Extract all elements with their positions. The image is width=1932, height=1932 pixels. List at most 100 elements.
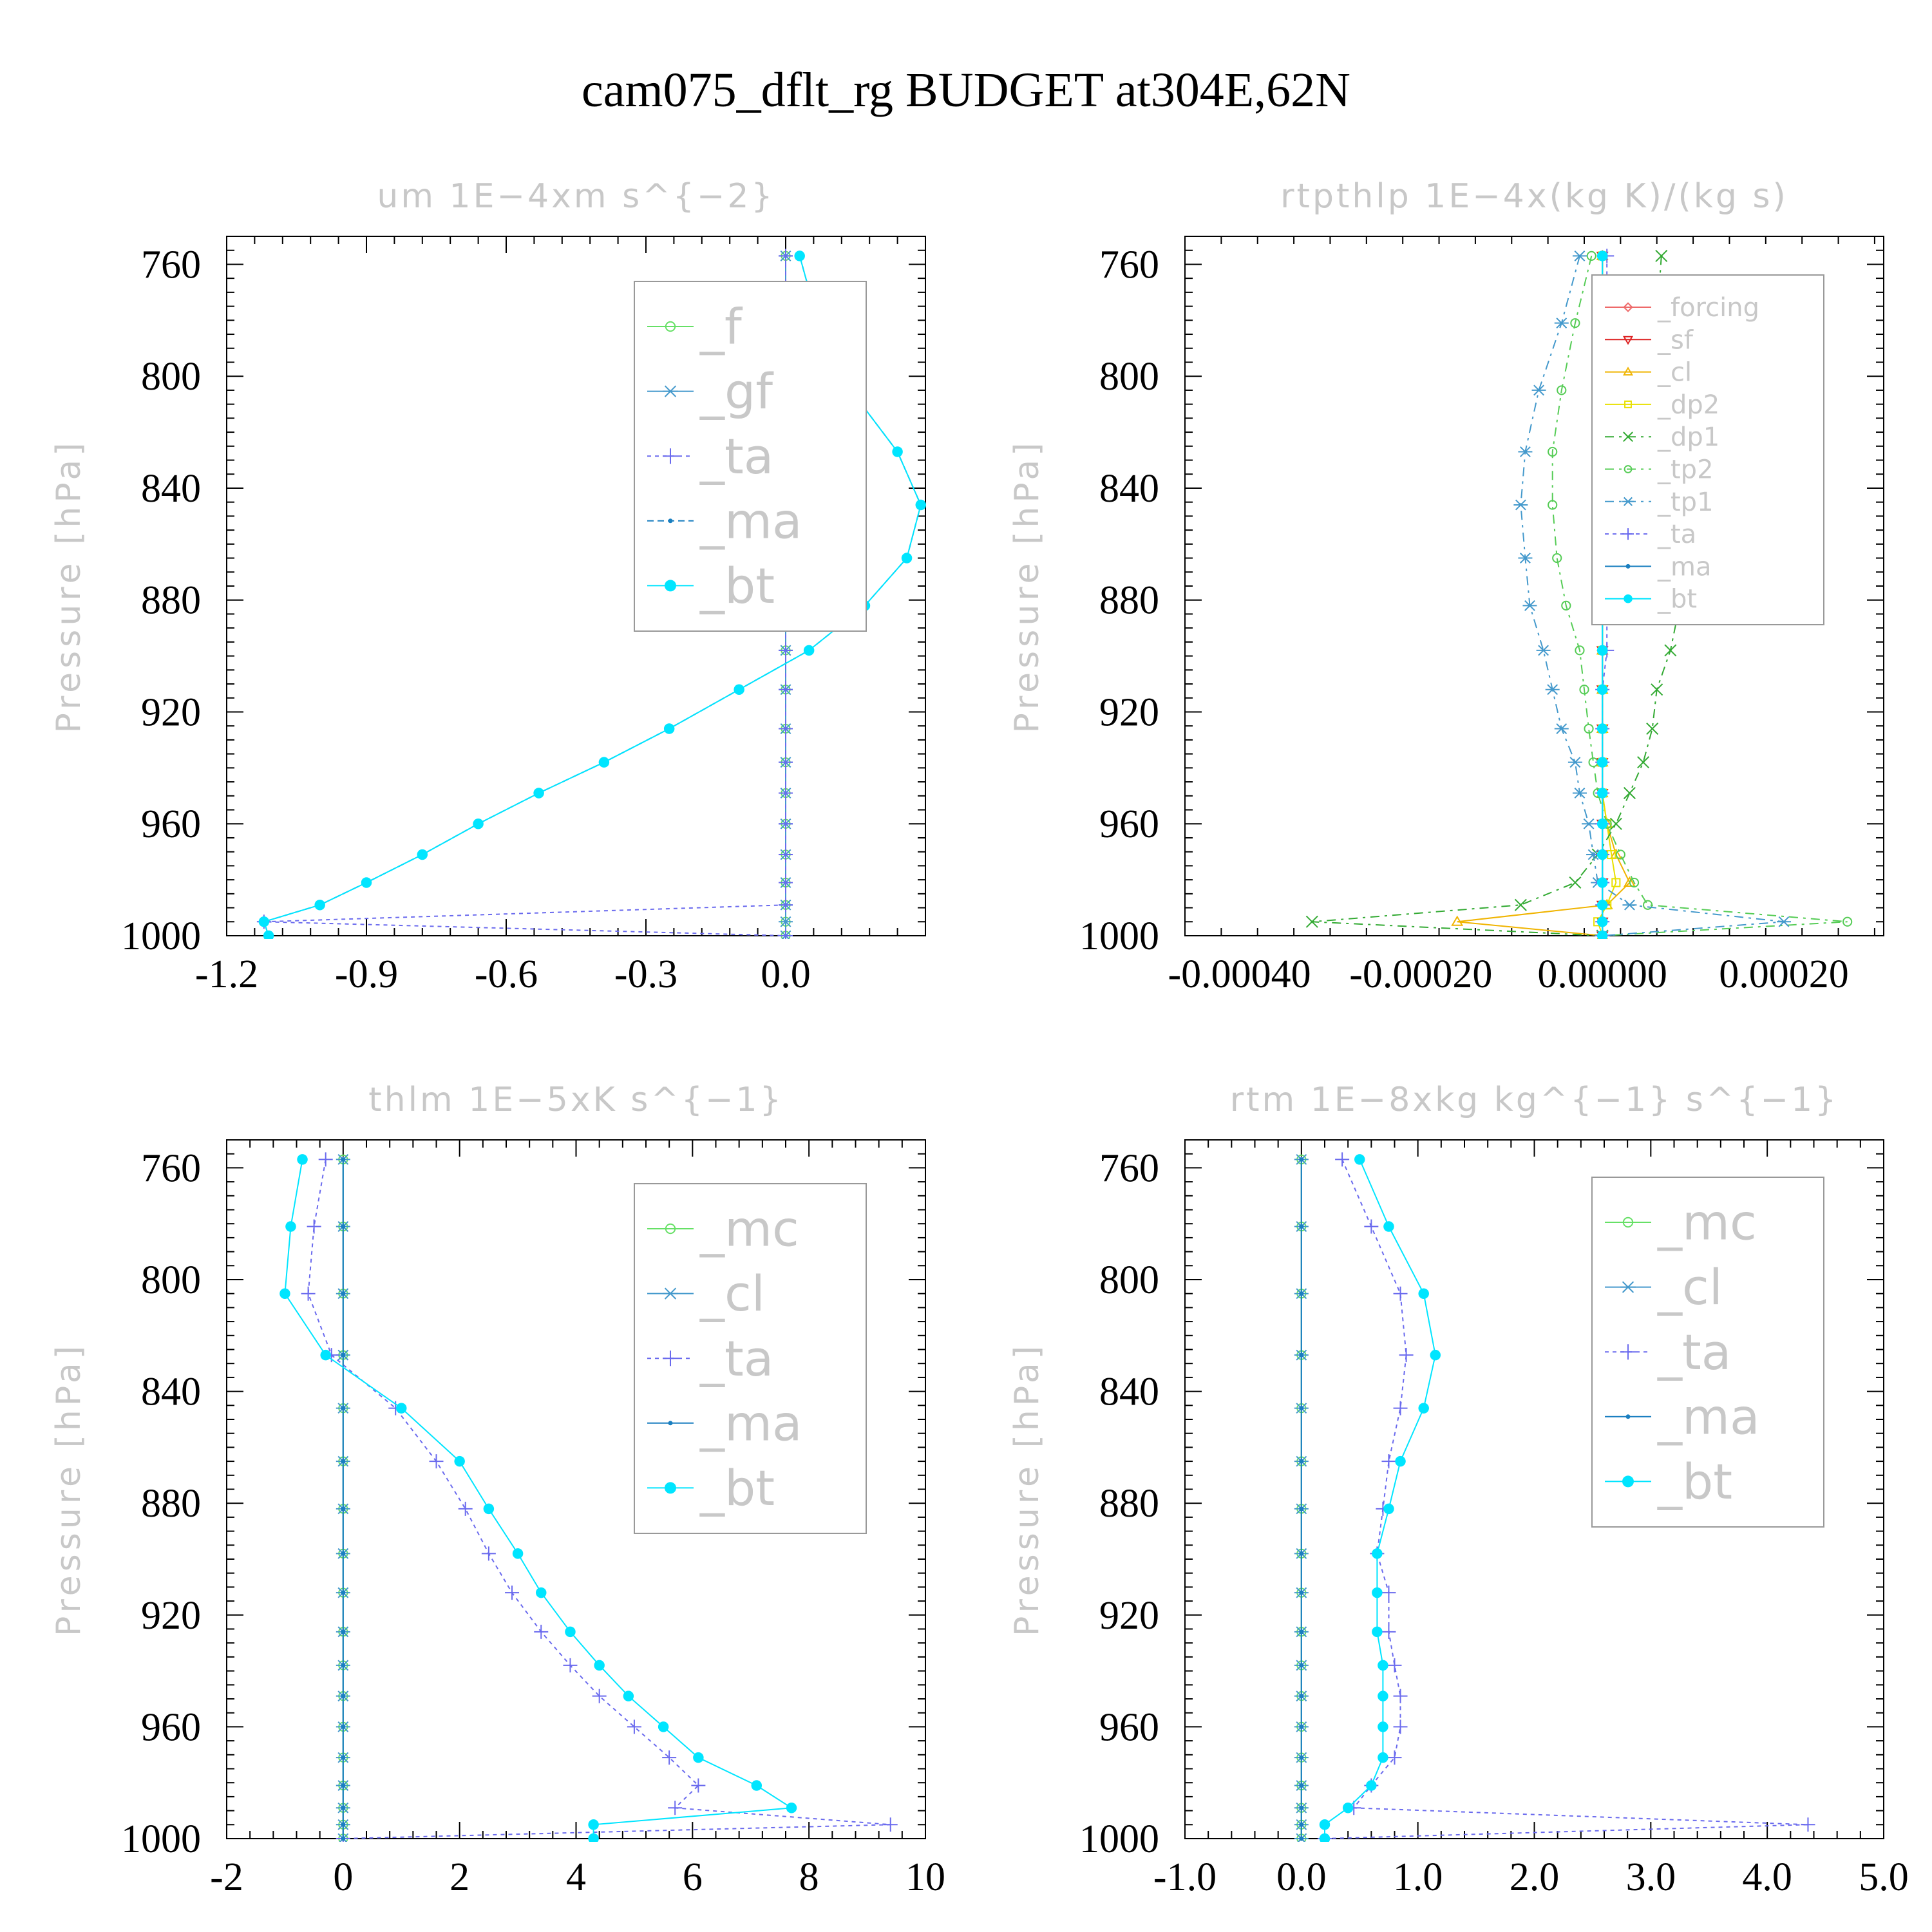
x-tick-label: 0 xyxy=(333,1855,353,1899)
asterisk-point xyxy=(1554,723,1569,734)
x-tick-label: 0.00000 xyxy=(1537,952,1667,996)
bt-point xyxy=(1418,1403,1429,1414)
asterisk-point xyxy=(1572,251,1587,261)
plus-point xyxy=(883,1817,898,1832)
series-line xyxy=(1551,256,1848,936)
cross-point xyxy=(1623,431,1633,442)
asterisk-point xyxy=(1622,899,1637,911)
bt-point xyxy=(734,684,744,695)
legend-label: _bt xyxy=(1657,1453,1732,1510)
circle-point xyxy=(1575,645,1585,656)
y-tick-label: 800 xyxy=(1099,1258,1159,1302)
bt-point xyxy=(1372,1548,1383,1559)
bt-point xyxy=(1418,1288,1429,1299)
plus-point xyxy=(1387,1750,1402,1765)
circle-point xyxy=(1552,553,1562,564)
dot-point xyxy=(1299,1755,1304,1760)
bt-point xyxy=(693,1752,704,1763)
legend-label: _cl xyxy=(1657,1258,1723,1316)
x-tick-label: 3.0 xyxy=(1626,1855,1676,1899)
x-tick-label: -0.00020 xyxy=(1349,952,1492,996)
plus-point xyxy=(1399,1348,1414,1363)
asterisk-point xyxy=(1536,645,1551,656)
legend-label: _ma xyxy=(699,492,802,549)
bt-point xyxy=(1383,1221,1394,1232)
asterisk-point xyxy=(1518,446,1533,457)
dot-point xyxy=(341,1506,346,1511)
cross-point xyxy=(1569,876,1582,889)
circle-point xyxy=(1643,900,1653,910)
plus-point xyxy=(779,817,793,831)
plus-point xyxy=(1393,1401,1408,1416)
bt-point xyxy=(1383,1503,1394,1515)
x-tick-label: 5.0 xyxy=(1859,1855,1909,1899)
x-tick-label: 4.0 xyxy=(1742,1855,1792,1899)
circle-point xyxy=(1842,916,1853,927)
legend-label: _cl xyxy=(699,1265,765,1322)
dot-point xyxy=(1299,1663,1304,1668)
y-tick-label: 1000 xyxy=(121,914,201,958)
dot-point xyxy=(341,1224,346,1229)
dot-point xyxy=(1299,1836,1304,1841)
legend-label: _forcing xyxy=(1657,293,1759,323)
x-tick-label: 2 xyxy=(450,1855,469,1899)
bt-point xyxy=(803,645,815,656)
dot-point xyxy=(341,1406,346,1411)
bt-point xyxy=(1342,1803,1354,1814)
legend-label: _bt xyxy=(699,557,775,614)
circle-point xyxy=(1561,600,1571,611)
asterisk-point xyxy=(1620,1281,1636,1293)
y-tick-label: 920 xyxy=(1099,1594,1159,1638)
cross-point xyxy=(1623,786,1636,799)
plus-point xyxy=(1381,1586,1396,1600)
plus-point xyxy=(779,786,793,800)
circle-point xyxy=(1570,318,1580,328)
bt-point xyxy=(361,877,372,888)
panel-title: rtm 1E−8xkg kg^{−1} s^{−1} xyxy=(1230,1081,1839,1119)
y-tick-label: 840 xyxy=(141,1370,201,1414)
x-tick-label: 8 xyxy=(799,1855,819,1899)
dot-point xyxy=(341,1724,346,1729)
bt-point xyxy=(588,1819,599,1830)
x-tick-label: 0.0 xyxy=(761,952,811,996)
bt-point xyxy=(786,1803,797,1814)
y-tick-label: 960 xyxy=(141,802,201,846)
bt-point xyxy=(1596,818,1608,829)
dot-point xyxy=(1299,1224,1304,1229)
y-tick-label: 840 xyxy=(141,467,201,511)
circle-point xyxy=(1586,251,1596,261)
bt-point xyxy=(512,1548,524,1559)
dot-point xyxy=(341,1352,346,1358)
bt-point xyxy=(297,1154,308,1165)
y-tick-label: 920 xyxy=(1099,690,1159,734)
legend-label: _dp1 xyxy=(1657,422,1719,452)
bt-point xyxy=(1378,1660,1388,1671)
y-tick-label: 840 xyxy=(1099,1370,1159,1414)
legend-label: _f xyxy=(699,298,743,355)
y-tick-label: 800 xyxy=(1099,355,1159,399)
plus-point xyxy=(1387,1658,1402,1672)
bt-point xyxy=(1430,1349,1441,1361)
bt-point xyxy=(565,1626,576,1638)
square-point xyxy=(1611,878,1621,887)
dot-point xyxy=(341,1590,346,1595)
legend-label: _tp2 xyxy=(1657,455,1714,485)
y-tick-label: 920 xyxy=(141,690,201,734)
asterisk-point xyxy=(1531,384,1546,396)
legend-label: _ma xyxy=(1657,1388,1760,1445)
bt-point xyxy=(1596,251,1608,261)
y-tick-label: 1000 xyxy=(1079,1817,1159,1861)
bt-point xyxy=(1319,1833,1331,1842)
legend-label: _ta xyxy=(699,428,773,485)
bt-point xyxy=(1378,1690,1388,1701)
legend-label: _bt xyxy=(699,1459,775,1517)
bt-point xyxy=(794,251,805,261)
plus-point xyxy=(779,643,793,658)
panel-thlm: thlm 1E−5xK s^{−1}Pressure [hPa]76080084… xyxy=(50,1081,945,1899)
y-tick-label: 1000 xyxy=(121,1817,201,1861)
legend-label: _ta xyxy=(699,1330,773,1387)
cross-point xyxy=(1637,756,1650,769)
plus-point xyxy=(779,929,793,939)
series-tp2 xyxy=(1548,251,1853,939)
dot-point xyxy=(1299,1805,1304,1810)
